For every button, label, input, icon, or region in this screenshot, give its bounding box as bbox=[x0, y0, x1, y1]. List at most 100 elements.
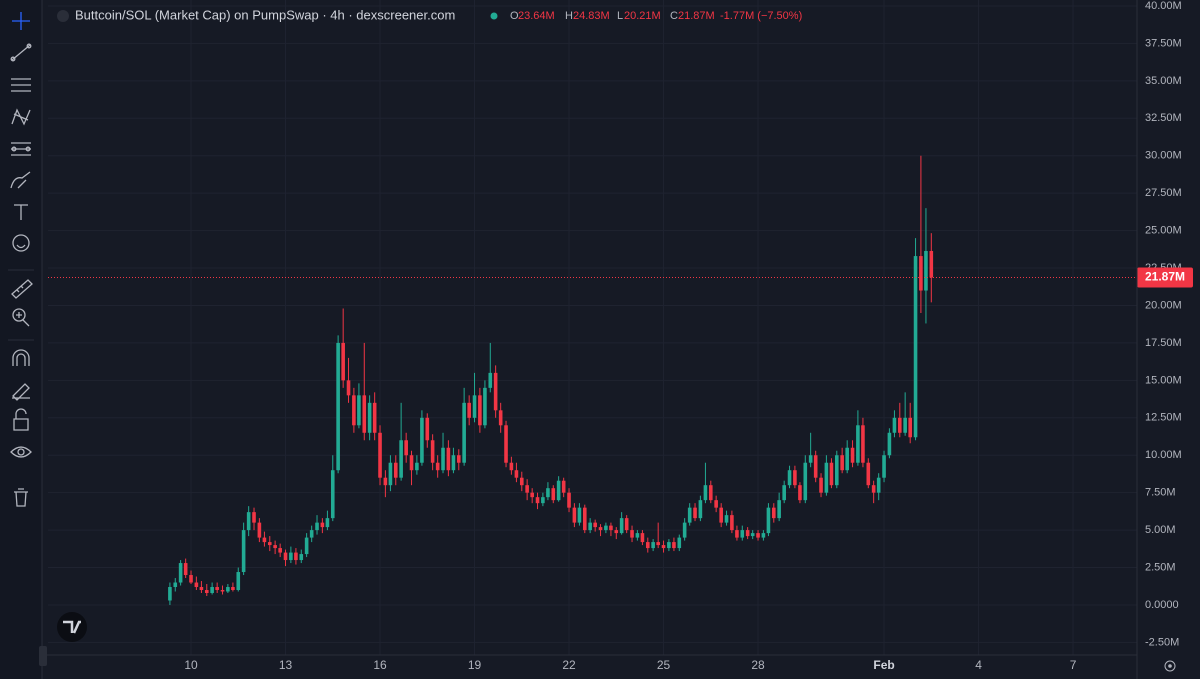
candle-body bbox=[362, 395, 367, 433]
candle-body bbox=[325, 518, 330, 528]
y-tick-label: 2.50M bbox=[1145, 561, 1176, 573]
candle-body bbox=[304, 537, 309, 555]
candle-body bbox=[682, 522, 687, 538]
candle-body bbox=[388, 462, 393, 486]
candle-body bbox=[771, 507, 776, 519]
symbol-icon bbox=[57, 10, 69, 22]
y-tick-label: 35.00M bbox=[1145, 75, 1182, 87]
legend-value: 23.64M bbox=[518, 10, 555, 22]
candle-body bbox=[168, 587, 172, 601]
candle-body bbox=[462, 402, 466, 463]
x-tick-label: 10 bbox=[184, 658, 198, 672]
candle-body bbox=[357, 395, 361, 426]
candle-body bbox=[194, 582, 199, 588]
candle-body bbox=[226, 587, 230, 592]
y-tick-label: 10.00M bbox=[1145, 449, 1182, 461]
candle-body bbox=[204, 590, 209, 594]
candle-body bbox=[871, 485, 876, 493]
candles bbox=[168, 155, 934, 605]
grid bbox=[48, 0, 1137, 655]
legend-label: L bbox=[617, 10, 623, 22]
candle-body bbox=[441, 447, 445, 471]
candle-body bbox=[750, 533, 755, 537]
candle-body bbox=[330, 470, 335, 519]
x-tick-label: 13 bbox=[279, 658, 293, 672]
candle-body bbox=[630, 530, 634, 538]
candle-body bbox=[740, 530, 745, 538]
candle-body bbox=[677, 537, 682, 549]
x-tick-label: 7 bbox=[1070, 658, 1077, 672]
candle-body bbox=[567, 492, 571, 508]
y-tick-label: 5.00M bbox=[1145, 524, 1176, 536]
candle-body bbox=[241, 530, 246, 573]
candle-body bbox=[777, 500, 781, 519]
settings-icon[interactable] bbox=[1164, 660, 1176, 672]
candle-body bbox=[467, 402, 471, 418]
candle-body bbox=[378, 432, 382, 478]
candle-body bbox=[189, 575, 193, 583]
candle-body bbox=[766, 507, 771, 534]
candle-body bbox=[257, 522, 262, 538]
candle-body bbox=[183, 563, 188, 576]
candle-body bbox=[730, 515, 734, 531]
candle-body bbox=[425, 417, 430, 441]
candle-body bbox=[535, 497, 540, 504]
candle-body bbox=[808, 455, 813, 463]
candle-body bbox=[541, 497, 545, 504]
candle-body bbox=[420, 417, 424, 463]
overlay: -2.50M 0.0000 2.50M 5.00M 7.50M 10.00M 12.50M 1… bbox=[48, 0, 1193, 672]
y-tick-label: 30.00M bbox=[1145, 150, 1182, 162]
collapse-button[interactable] bbox=[39, 646, 47, 666]
candle-body bbox=[876, 477, 881, 493]
y-tick-label: 12.50M bbox=[1145, 412, 1182, 424]
candle-body bbox=[593, 522, 597, 528]
candle-body bbox=[598, 527, 603, 531]
chart-title: Buttcoin/SOL (Market Cap) on PumpSwap · … bbox=[75, 7, 455, 22]
candle-body bbox=[483, 387, 487, 426]
candle-body bbox=[903, 417, 907, 433]
candle-body bbox=[924, 250, 928, 291]
candle-body bbox=[798, 485, 802, 501]
candle-body bbox=[451, 455, 456, 471]
candle-body bbox=[278, 548, 282, 553]
candle-body bbox=[352, 395, 356, 426]
candle-body bbox=[645, 542, 650, 549]
candle-body bbox=[220, 590, 225, 592]
x-tick-label: 19 bbox=[468, 658, 482, 672]
candle-body bbox=[703, 485, 708, 501]
candle-body bbox=[525, 485, 529, 493]
logo-mark bbox=[63, 620, 81, 634]
toolbar-tools[interactable] bbox=[8, 12, 34, 507]
candle-body bbox=[834, 455, 839, 486]
candle-body bbox=[667, 542, 671, 549]
y-tick-label: 37.50M bbox=[1145, 37, 1182, 49]
candle-body bbox=[252, 512, 256, 523]
candle-body bbox=[178, 563, 183, 583]
candle-body bbox=[850, 447, 855, 463]
candle-body bbox=[782, 485, 786, 501]
candle-body bbox=[404, 440, 408, 456]
candle-body bbox=[708, 485, 713, 501]
candle-body bbox=[289, 552, 293, 561]
candle-body bbox=[472, 395, 477, 418]
candle-body bbox=[514, 470, 519, 478]
candle-body bbox=[315, 522, 319, 531]
candle-body bbox=[908, 417, 912, 438]
candle-body bbox=[619, 518, 624, 534]
candle-body bbox=[456, 455, 461, 463]
candle-body bbox=[640, 533, 645, 543]
candle-body bbox=[577, 507, 582, 523]
y-tick-label: 25.00M bbox=[1145, 225, 1182, 237]
candle-body bbox=[346, 380, 351, 396]
candle-body bbox=[546, 488, 550, 498]
y-tick-label: 15.00M bbox=[1145, 374, 1182, 386]
candle-body bbox=[383, 477, 388, 486]
y-tick-label: 40.00M bbox=[1145, 0, 1182, 12]
y-tick-label: 0.0000 bbox=[1145, 599, 1179, 611]
candle-body bbox=[756, 533, 760, 538]
candle-body bbox=[341, 342, 345, 381]
candle-body bbox=[698, 500, 703, 519]
legend-label: O bbox=[510, 10, 519, 22]
candle-body bbox=[887, 432, 892, 456]
